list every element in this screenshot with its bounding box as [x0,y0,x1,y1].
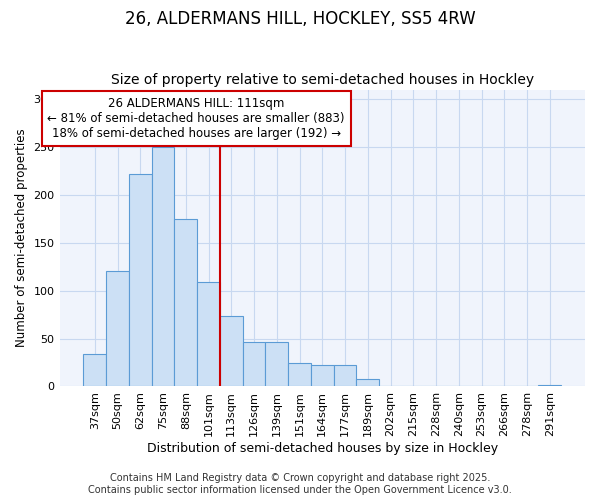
Text: 26, ALDERMANS HILL, HOCKLEY, SS5 4RW: 26, ALDERMANS HILL, HOCKLEY, SS5 4RW [125,10,475,28]
Bar [242,342,265,386]
Y-axis label: Number of semi-detached properties: Number of semi-detached properties [15,128,28,348]
Bar [152,147,175,386]
Bar [129,174,152,386]
Title: Size of property relative to semi-detached houses in Hockley: Size of property relative to semi-detach… [111,73,534,87]
Bar [175,219,197,386]
Bar [356,379,379,386]
Bar [538,384,561,386]
Bar [83,354,106,386]
Bar [311,366,334,386]
Bar [288,362,311,386]
Bar [220,316,242,386]
Bar [197,282,220,387]
X-axis label: Distribution of semi-detached houses by size in Hockley: Distribution of semi-detached houses by … [147,442,498,455]
Text: 26 ALDERMANS HILL: 111sqm
← 81% of semi-detached houses are smaller (883)
18% of: 26 ALDERMANS HILL: 111sqm ← 81% of semi-… [47,97,345,140]
Text: Contains HM Land Registry data © Crown copyright and database right 2025.
Contai: Contains HM Land Registry data © Crown c… [88,474,512,495]
Bar [106,270,129,386]
Bar [334,366,356,386]
Bar [265,342,288,386]
